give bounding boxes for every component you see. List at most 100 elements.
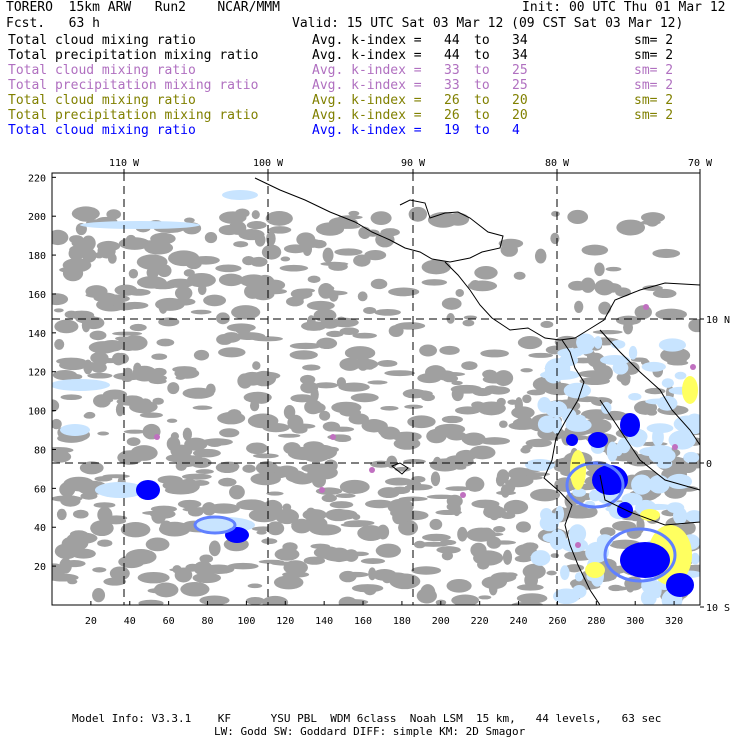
cloud-patch: [128, 268, 139, 279]
legend-to: to: [474, 93, 490, 108]
legend-row: Total precipitation mixing ratio Avg. k-i…: [8, 48, 728, 63]
cloud-patch: [285, 296, 304, 307]
cloud-patch: [352, 514, 361, 521]
cloud-patch: [634, 400, 658, 415]
cloud-patch: [631, 474, 653, 495]
cloud-patch: [339, 479, 370, 494]
init-time: Init: 00 UTC Thu 01 Mar 12: [522, 0, 726, 15]
cloud-patch: [136, 275, 167, 289]
cloud-patch: [406, 481, 422, 488]
cloud-patch: [182, 427, 193, 441]
cloud-patch: [572, 488, 587, 497]
cloud-patch: [384, 370, 415, 377]
cloud-patch: [642, 285, 663, 291]
cloud-patch: [68, 246, 84, 261]
cloud-patch: [115, 402, 125, 417]
cloud-patch: [184, 437, 208, 451]
x-tick-label: 80: [201, 616, 213, 627]
country-border: [599, 329, 700, 446]
cloud-patch: [85, 285, 108, 298]
cloud-patch: [514, 555, 533, 563]
precip-ring: [193, 515, 237, 535]
cloud-patch: [95, 482, 145, 498]
cloud-patch: [374, 308, 401, 316]
legend-field: Total cloud mixing ratio: [8, 123, 196, 138]
cloud-patch: [380, 405, 399, 411]
precip-patch: [570, 450, 586, 490]
cloud-patch: [445, 486, 471, 491]
cloud-patch: [605, 266, 622, 272]
cloud-patch: [522, 563, 546, 580]
cloud-patch: [353, 254, 371, 267]
cloud-patch: [658, 338, 687, 352]
latitude-label: 10 N: [706, 315, 730, 326]
cloud-patch: [344, 249, 354, 256]
cloud-patch: [685, 522, 696, 534]
cloud-patch: [52, 418, 62, 430]
cloud-patch: [89, 330, 107, 341]
cloud-patch: [560, 565, 570, 581]
cloud-patch: [545, 400, 568, 418]
cloud-patch: [349, 551, 369, 557]
cloud-patch: [524, 472, 551, 477]
cloud-patch: [180, 581, 210, 597]
legend-kindex: Avg. k-index =: [312, 63, 430, 78]
legend-k1: 26: [444, 108, 460, 123]
y-tick-label: 180: [28, 251, 46, 262]
cloud-patch: [377, 487, 400, 499]
cloud-patch: [215, 264, 242, 273]
cloud-patch: [446, 579, 472, 593]
cloud-patch: [441, 297, 462, 310]
legend-k1: 33: [444, 78, 460, 93]
cloud-patch: [205, 383, 216, 395]
cloud-patch: [122, 452, 134, 458]
cloud-patch: [251, 210, 260, 220]
cloud-patch: [306, 300, 335, 311]
legend-to: to: [474, 108, 490, 123]
cloud-patch: [394, 322, 426, 330]
cloud-patch: [157, 264, 172, 278]
purple-dot: [643, 304, 649, 310]
cloud-patch: [262, 595, 289, 605]
cloud-patch: [520, 446, 531, 454]
cloud-patch: [301, 321, 327, 331]
cloud-patch: [505, 478, 531, 488]
cloud-patch: [93, 394, 111, 408]
cloud-patch: [109, 566, 130, 581]
cloud-patch: [339, 327, 359, 335]
cloud-patch: [321, 290, 348, 296]
cloud-patch: [480, 349, 509, 358]
cloud-patch: [672, 507, 688, 525]
cloud-patch: [296, 232, 316, 247]
cloud-patch: [462, 319, 475, 327]
cloud-patch: [581, 244, 609, 256]
cloud-patch: [377, 359, 398, 367]
cloud-patch: [139, 398, 152, 409]
cloud-patch: [302, 364, 321, 371]
legend-k1: 19: [444, 123, 460, 138]
cloud-patch: [335, 493, 356, 499]
cloud-patch: [179, 281, 189, 289]
cloud-patch: [310, 543, 331, 549]
cloud-patch: [218, 273, 244, 287]
cloud-patch: [303, 556, 326, 565]
legend-k2: 20: [512, 108, 528, 123]
cloud-patch: [368, 567, 377, 581]
cloud-patch: [251, 526, 275, 532]
cloud-patch: [564, 493, 577, 509]
cloud-patch: [350, 393, 379, 403]
cloud-patch: [290, 394, 314, 403]
cloud-patch: [549, 529, 567, 551]
cloud-patch: [199, 595, 230, 605]
cloud-patch: [187, 507, 204, 517]
cloud-patch: [121, 301, 149, 310]
cloud-patch: [348, 210, 360, 216]
cloud-patch: [322, 247, 334, 263]
cloud-patch: [435, 370, 456, 381]
cloud-patch: [130, 445, 158, 461]
legend-sm: sm= 2: [634, 48, 674, 63]
cloud-patch: [271, 561, 302, 566]
cloud-patch: [377, 422, 389, 436]
cloud-patch: [174, 286, 193, 301]
cloud-patch: [64, 310, 78, 319]
